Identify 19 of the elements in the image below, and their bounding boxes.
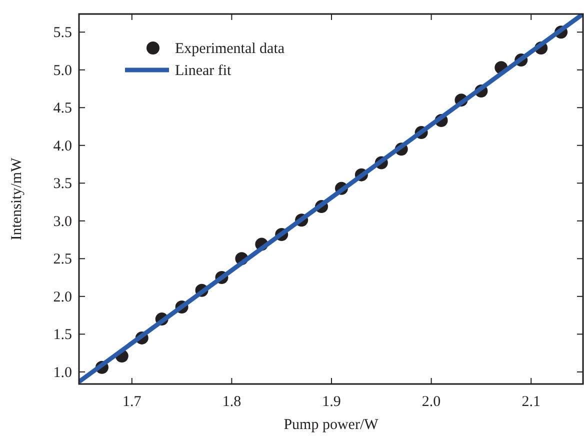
y-tick-label: 5.0	[53, 62, 72, 79]
y-tick-label: 2.5	[53, 252, 72, 268]
x-axis-title: Pump power/W	[284, 417, 380, 433]
y-tick-label: 5.5	[53, 25, 72, 42]
x-tick-label: 1.8	[222, 394, 242, 410]
y-tick-label: 3.0	[53, 214, 72, 230]
legend-label: Experimental data	[175, 41, 285, 57]
x-tick-label: 1.7	[122, 394, 142, 410]
y-tick-label: 1.0	[53, 364, 72, 381]
y-tick-label: 3.5	[53, 176, 72, 192]
y-tick-label: 4.0	[53, 138, 72, 154]
y-tick-label: 1.5	[53, 327, 72, 344]
x-tick-label: 2.0	[422, 394, 441, 410]
y-tick-label: 2.0	[53, 289, 72, 306]
x-tick-label: 1.9	[322, 394, 341, 410]
y-tick-label: 4.5	[53, 100, 72, 117]
x-tick-label: 2.1	[522, 394, 540, 410]
y-axis-title: Intensity/mW	[9, 156, 25, 240]
legend-label: Linear fit	[175, 63, 232, 79]
